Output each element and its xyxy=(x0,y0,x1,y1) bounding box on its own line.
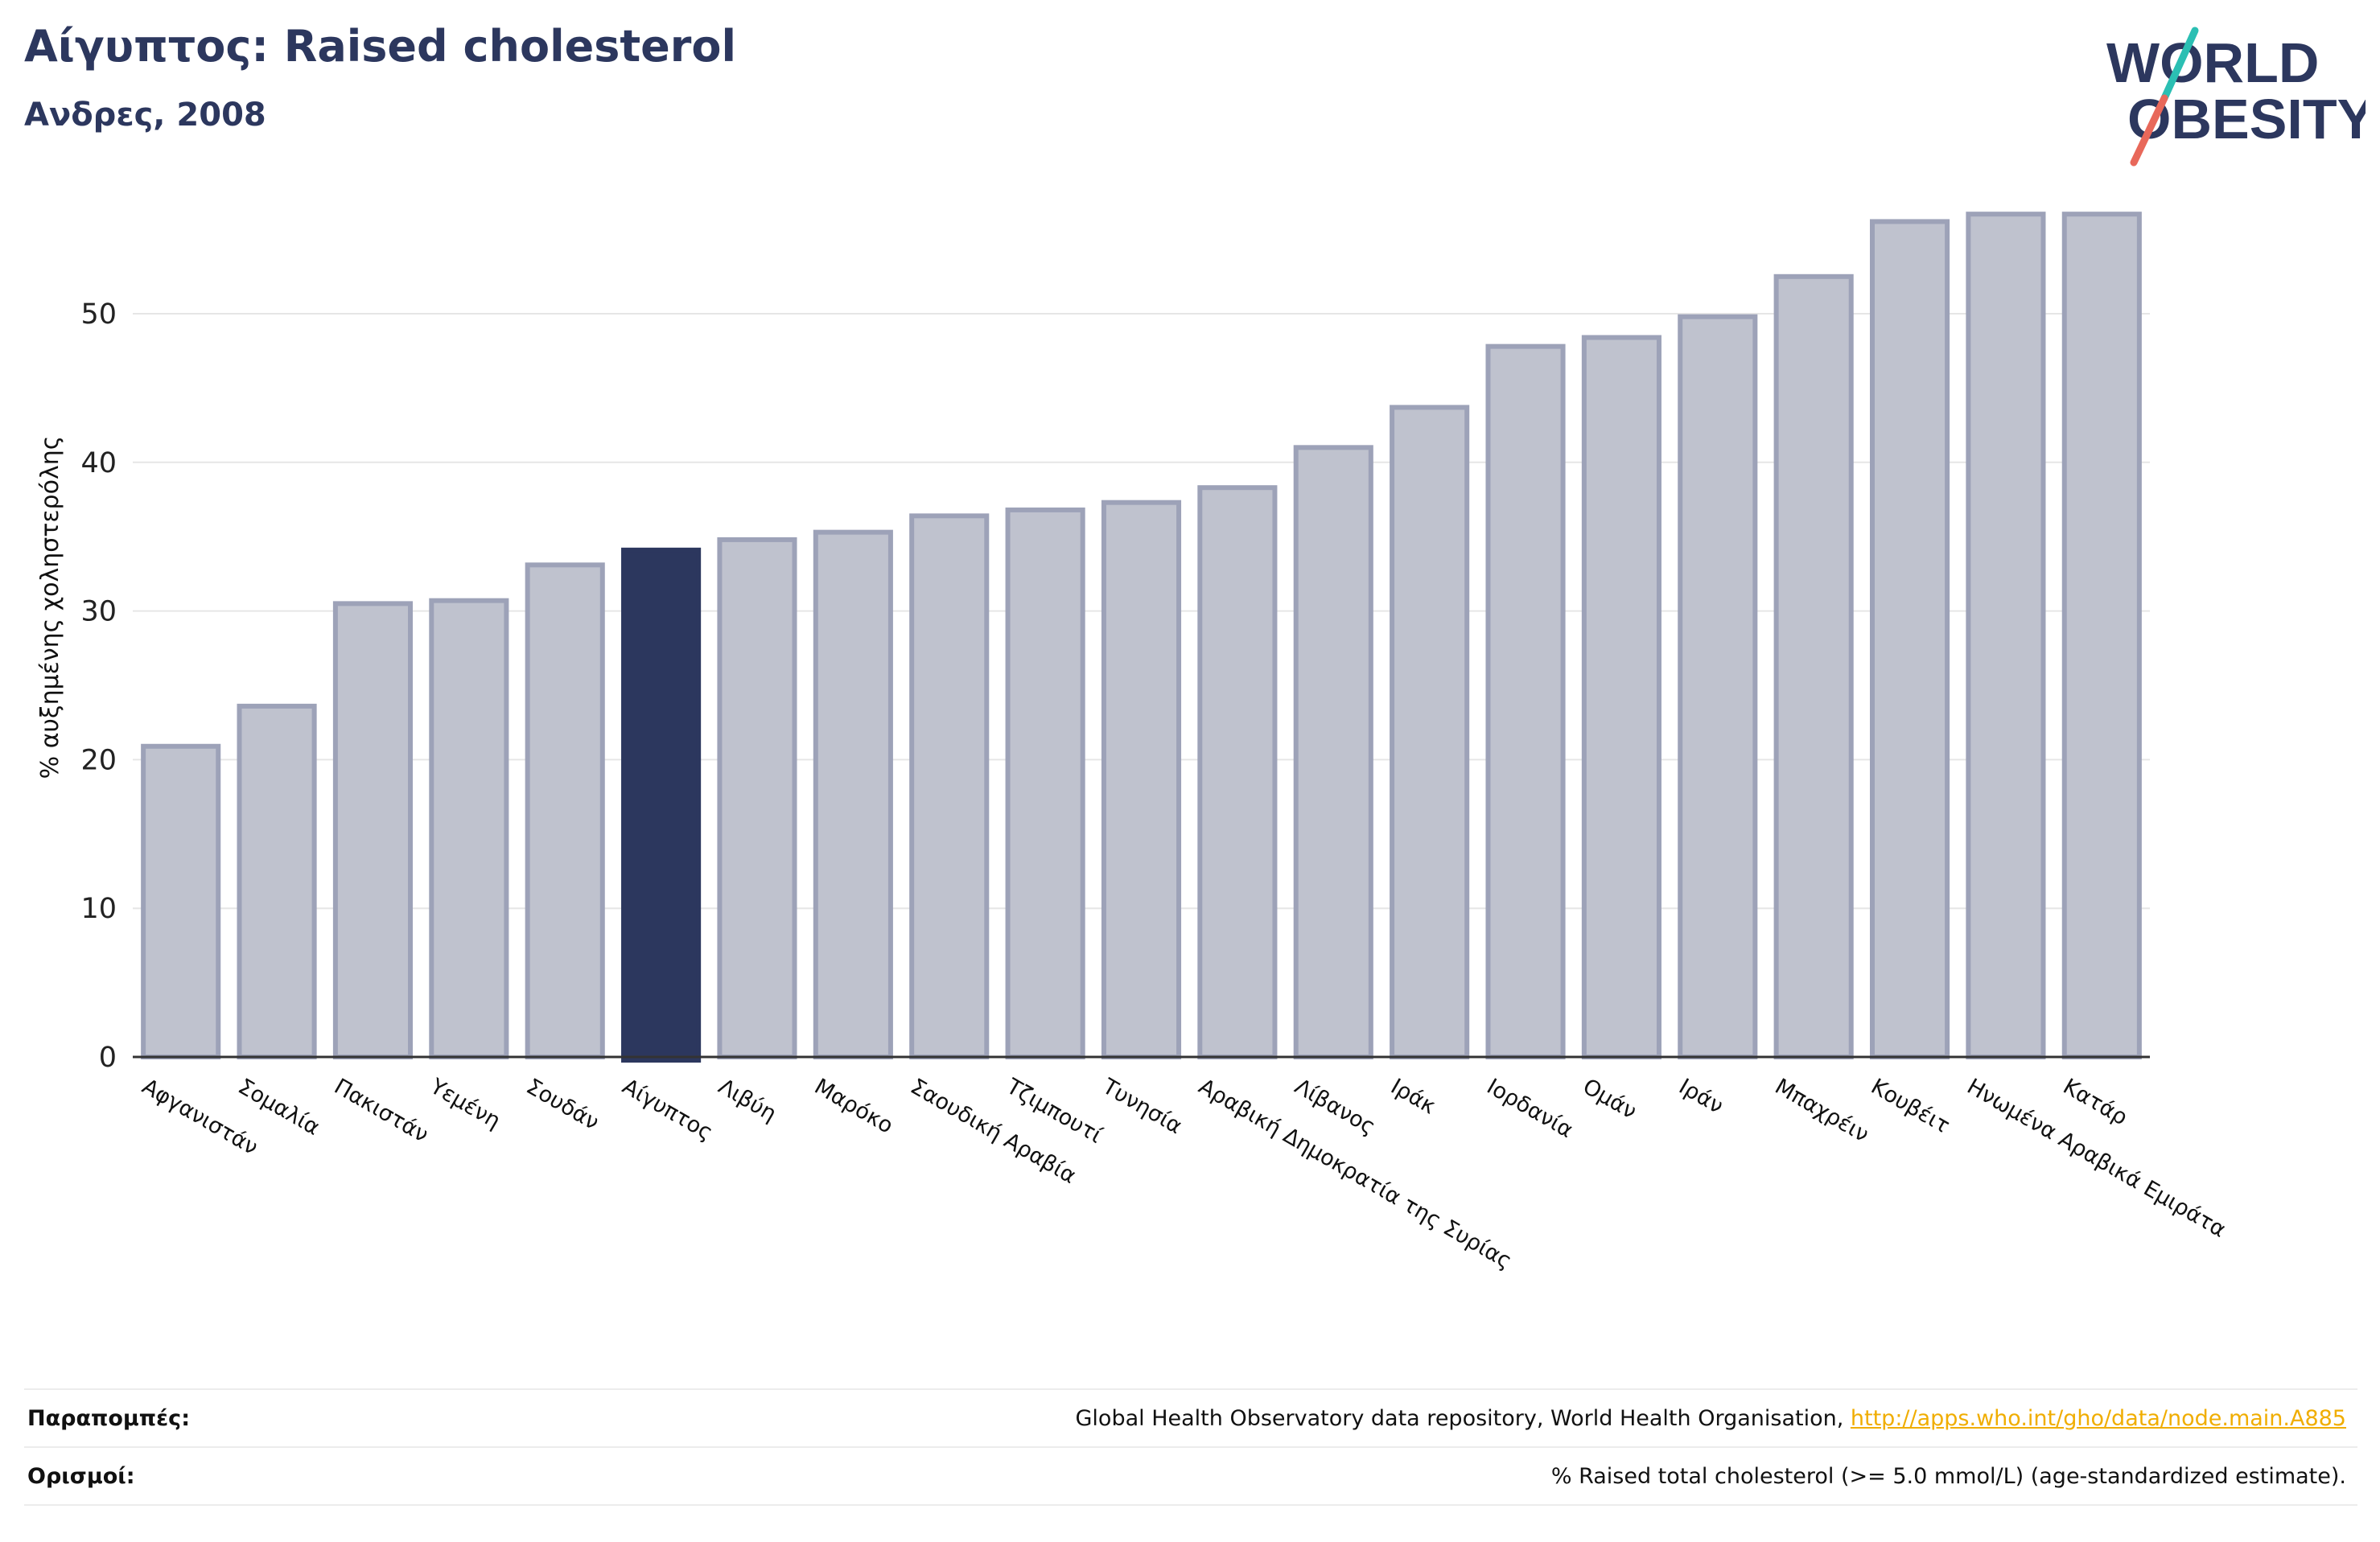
logo-slash-teal xyxy=(2160,27,2199,102)
bar xyxy=(1773,273,1854,1059)
logo-line1: WORLD xyxy=(2106,31,2319,94)
bar xyxy=(1390,405,1470,1059)
bar xyxy=(2061,212,2142,1060)
x-tick-label: Υεμένη xyxy=(425,1074,504,1134)
x-tick-label: Μαρόκο xyxy=(810,1074,897,1138)
y-tick-labels: 0 10 20 30 40 50 xyxy=(80,298,117,1074)
y-axis-label: % αυξημένης χοληστερόλης xyxy=(36,436,64,779)
references-link[interactable]: http://apps.who.int/gho/data/node.main.A… xyxy=(1850,1405,2346,1431)
references-text: Global Health Observatory data repositor… xyxy=(1076,1406,2358,1431)
x-tick-label: Τυνησία xyxy=(1097,1074,1186,1140)
y-tick-label: 50 xyxy=(80,298,117,331)
definitions-label: Ορισμοί: xyxy=(27,1463,135,1489)
x-tick-label: Σαουδική Αραβία xyxy=(906,1074,1080,1189)
references-row: Παραπομπές: Global Health Observatory da… xyxy=(24,1388,2357,1446)
x-tick-label: Μπαχρέιν xyxy=(1771,1074,1873,1147)
x-tick-label: Ιορδανία xyxy=(1483,1074,1578,1143)
x-tick-label: Ιράν xyxy=(1674,1074,1727,1119)
x-tick-label: Πακιστάν xyxy=(330,1074,433,1148)
bar-highlighted xyxy=(621,547,702,1063)
references-label: Παραπομπές: xyxy=(27,1405,190,1431)
y-tick-label: 30 xyxy=(80,596,117,628)
x-tick-label: Αίγυπτος xyxy=(618,1074,717,1145)
x-tick-label: Ιράκ xyxy=(1386,1074,1440,1119)
x-tick-label: Κουβέιτ xyxy=(1867,1074,1954,1138)
bar xyxy=(909,513,990,1059)
world-obesity-logo: WORLD OBESITY xyxy=(2106,27,2366,167)
definitions-row: Ορισμοί: % Raised total cholesterol (>= … xyxy=(24,1446,2357,1506)
bar xyxy=(1101,500,1182,1059)
bar xyxy=(1005,507,1085,1059)
y-tick-label: 10 xyxy=(80,893,117,925)
bar xyxy=(332,601,414,1059)
references-source: Global Health Observatory data repositor… xyxy=(1075,1405,1851,1431)
definitions-text: % Raised total cholesterol (>= 5.0 mmol/… xyxy=(1550,1463,2346,1489)
x-tick-label: Λιβύη xyxy=(714,1074,780,1127)
bar xyxy=(429,598,509,1059)
logo-slash-red xyxy=(2130,94,2168,167)
bar xyxy=(525,562,605,1059)
bar xyxy=(1485,343,1566,1059)
x-tick-label: Σουδάν xyxy=(522,1074,603,1135)
bar xyxy=(813,529,893,1059)
page-title: Αίγυπτος: Raised cholesterol xyxy=(24,21,737,72)
footer: Παραπομπές: Global Health Observatory da… xyxy=(24,1388,2357,1506)
bar xyxy=(1293,445,1373,1059)
bar xyxy=(1581,335,1661,1059)
bar xyxy=(1678,314,1758,1060)
y-tick-label: 0 xyxy=(99,1042,117,1074)
y-tick-label: 20 xyxy=(80,744,117,776)
x-tick-label: Κατάρ xyxy=(2059,1074,2132,1130)
bars xyxy=(141,212,2142,1063)
bar xyxy=(237,703,317,1059)
bar xyxy=(1869,219,1950,1060)
bar xyxy=(141,743,221,1059)
y-tick-label: 40 xyxy=(80,447,117,479)
bar xyxy=(717,537,797,1059)
bar xyxy=(1197,485,1278,1059)
x-tick-label: Ομάν xyxy=(1579,1074,1641,1125)
bar xyxy=(1966,212,2046,1060)
page-subtitle: Ανδρες, 2008 xyxy=(24,97,266,134)
